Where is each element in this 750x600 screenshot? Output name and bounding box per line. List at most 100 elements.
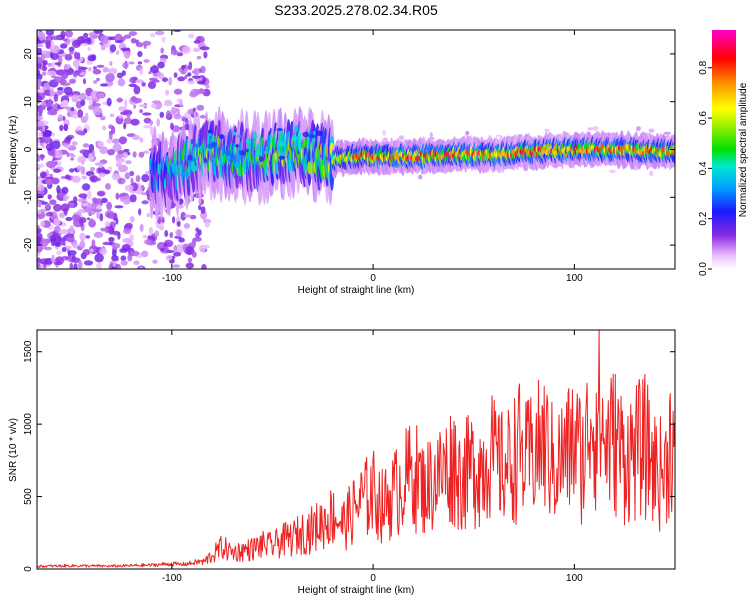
heatmap-signal-cell (265, 146, 269, 152)
heatmap-noise-cell (116, 72, 124, 79)
heatmap-noise-cell (37, 230, 41, 235)
colorbar-tick-label: 0.8 (698, 60, 709, 74)
heatmap-noise-cell (42, 129, 53, 138)
heatmap-noise-cell (132, 151, 137, 158)
heatmap-noise-cell (636, 126, 641, 132)
heatmap-noise-cell (193, 67, 200, 76)
heatmap-noise-cell (199, 114, 207, 119)
heatmap-noise-cell (176, 98, 182, 103)
heatmap-noise-cell (120, 47, 130, 51)
heatmap-noise-cell (53, 203, 62, 212)
heatmap-noise-cell (85, 96, 91, 101)
heatmap-signal-cell (255, 150, 260, 157)
heatmap-noise-cell (148, 71, 152, 75)
heatmap-signal-cell (225, 150, 231, 156)
heatmap-noise-cell (91, 150, 95, 157)
heatmap-noise-cell (137, 61, 143, 65)
heatmap-noise-cell (176, 229, 182, 237)
heatmap-noise-cell (128, 31, 138, 36)
heatmap-noise-cell (37, 111, 40, 117)
heatmap-noise-cell (63, 197, 68, 202)
heatmap-noise-cell (648, 128, 655, 133)
heatmap-noise-cell (204, 221, 210, 228)
heatmap-noise-cell (53, 168, 61, 173)
heatmap-noise-cell (133, 104, 137, 109)
heatmap-noise-cell (135, 175, 141, 183)
heatmap-noise-cell (126, 113, 131, 118)
heatmap-noise-cell (111, 173, 121, 181)
heatmap-noise-cell (92, 68, 102, 75)
heatmap-noise-cell (60, 71, 69, 80)
heatmap-noise-cell (109, 113, 115, 118)
heatmap-noise-cell (62, 99, 69, 107)
heatmap-noise-cell (125, 222, 133, 229)
heatmap-noise-cell (173, 252, 182, 257)
heatmap-noise-cell (70, 257, 81, 264)
heatmap-noise-cell (201, 264, 207, 269)
heatmap-signal-cell (226, 154, 231, 162)
heatmap-noise-cell (154, 30, 165, 36)
heatmap-noise-cell (94, 253, 104, 263)
heatmap-noise-cell (418, 174, 423, 180)
heatmap-noise-cell (112, 143, 122, 152)
heatmap-noise-cell (166, 250, 175, 253)
heatmap-noise-cell (141, 200, 149, 205)
heatmap-noise-cell (92, 103, 101, 107)
heatmap-noise-cell (123, 34, 132, 39)
heatmap-noise-cell (104, 221, 111, 227)
heatmap-noise-cell (181, 65, 187, 69)
heatmap-noise-cell (77, 155, 87, 164)
heatmap-noise-cell (108, 236, 115, 243)
heatmap-noise-cell (138, 208, 142, 216)
heatmap-noise-cell (143, 117, 152, 124)
heatmap-noise-cell (108, 81, 114, 86)
heatmap-noise-cell (37, 209, 42, 215)
heatmap-noise-cell (83, 260, 94, 266)
heatmap-noise-cell (37, 73, 43, 81)
heatmap-signal-cell (245, 148, 250, 153)
heatmap-noise-cell (120, 260, 128, 266)
heatmap-noise-cell (78, 208, 85, 213)
heatmap-noise-cell (129, 76, 137, 84)
heatmap-noise-cell (130, 38, 137, 44)
heatmap-noise-cell (170, 49, 179, 56)
heatmap-noise-cell (157, 216, 165, 225)
snr-y-tick-label: 1000 (23, 413, 34, 436)
heatmap-noise-cell (180, 211, 187, 221)
heatmap-noise-cell (37, 138, 41, 143)
heatmap-noise-cell (100, 35, 109, 44)
heatmap-noise-cell (168, 77, 173, 86)
heatmap-noise-cell (88, 104, 95, 111)
snr-y-tick-label: 500 (23, 488, 34, 505)
heatmap-noise-cell (193, 40, 201, 44)
heatmap-noise-cell (53, 93, 59, 102)
heatmap-noise-cell (124, 99, 128, 108)
heatmap-noise-cell (465, 130, 470, 136)
heatmap-noise-cell (133, 260, 140, 266)
heatmap-noise-cell (192, 47, 201, 52)
heatmap-noise-cell (141, 82, 146, 87)
heatmap-noise-cell (65, 216, 73, 222)
heatmap-noise-cell (106, 97, 112, 107)
heatmap-noise-cell (170, 106, 177, 115)
heatmap-noise-cell (129, 233, 134, 242)
heatmap-noise-cell (152, 64, 158, 71)
heatmap-noise-cell (65, 136, 72, 141)
heatmap-noise-cell (608, 169, 616, 174)
heatmap-noise-cell (92, 106, 103, 116)
heatmap-noise-cell (37, 47, 42, 56)
heatmap-noise-cell (69, 168, 75, 173)
heatmap-noise-cell (37, 120, 45, 127)
spectrogram-y-tick-label: -10 (23, 190, 34, 205)
heatmap-signal-cell (187, 154, 193, 161)
heatmap-noise-cell (51, 254, 55, 263)
heatmap-noise-cell (123, 227, 132, 235)
heatmap-noise-cell (37, 142, 40, 147)
heatmap-signal-cell (278, 155, 286, 160)
heatmap-noise-cell (152, 79, 160, 83)
heatmap-noise-cell (60, 30, 66, 39)
heatmap-noise-cell (120, 111, 128, 116)
heatmap-noise-cell (45, 212, 51, 217)
heatmap-noise-cell (173, 88, 183, 95)
heatmap-noise-cell (99, 146, 108, 154)
